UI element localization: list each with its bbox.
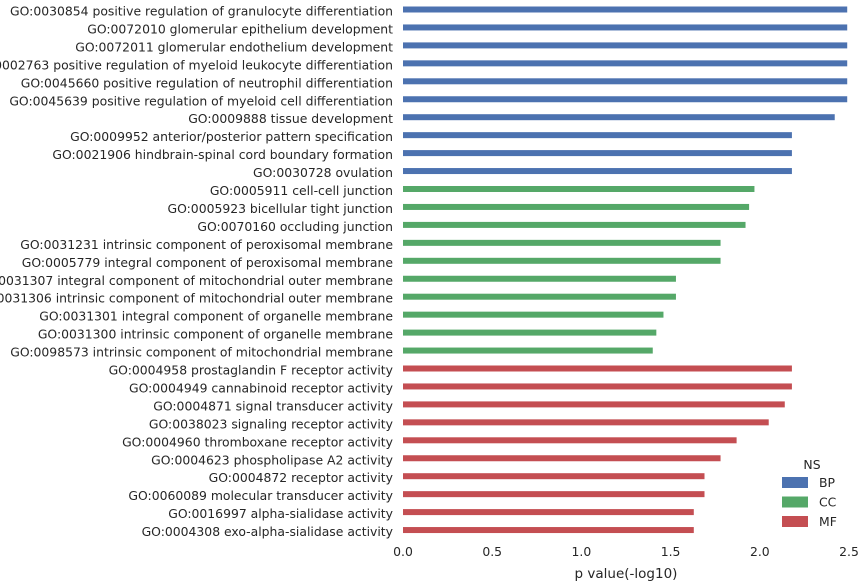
category-label: GO:0030728 ovulation: [253, 165, 393, 180]
x-tick-label: 1.5: [661, 544, 681, 559]
legend: NS BP CC MF: [782, 457, 837, 529]
bar-bp: [403, 24, 848, 31]
bars-group: [403, 6, 848, 534]
category-label: GO:0005911 cell-cell junction: [210, 183, 393, 198]
category-label: GO:0031300 intrinsic component of organe…: [38, 327, 393, 342]
legend-swatch-bp: [782, 477, 808, 488]
legend-title: NS: [803, 457, 820, 472]
bar-mf: [403, 365, 792, 372]
x-tick-label: 2.5: [839, 544, 859, 559]
category-label: GO:0031231 intrinsic component of peroxi…: [20, 237, 393, 252]
category-labels: GO:0030854 positive regulation of granul…: [0, 4, 393, 540]
bar-cc: [403, 311, 664, 318]
x-tick-label: 0.5: [482, 544, 502, 559]
bar-mf: [403, 437, 737, 444]
legend-swatch-mf: [782, 516, 808, 527]
category-label: GO:0016997 alpha-sialidase activity: [168, 506, 393, 521]
bar-bp: [403, 150, 792, 157]
bar-mf: [403, 491, 705, 498]
bar-cc: [403, 203, 750, 210]
category-label: GO:0031307 integral component of mitocho…: [0, 273, 393, 288]
category-label: GO:0004308 exo-alpha-sialidase activity: [142, 524, 393, 539]
bar-cc: [403, 186, 755, 192]
category-label: GO:0004871 signal transducer activity: [153, 398, 393, 413]
bar-cc: [403, 347, 653, 354]
bar-cc: [403, 257, 721, 264]
category-label: GO:0005923 bicellular tight junction: [168, 201, 394, 216]
category-label: GO:0038023 signaling receptor activity: [149, 416, 393, 431]
bar-mf: [403, 473, 705, 480]
bar-cc: [403, 221, 746, 228]
category-label: GO:0072011 glomerular endothelium develo…: [75, 39, 393, 54]
category-label: GO:0060089 molecular transducer activity: [128, 488, 393, 503]
legend-label-mf: MF: [819, 514, 837, 529]
legend-label-cc: CC: [819, 495, 836, 510]
category-label: GO:0045639 positive regulation of myeloi…: [9, 93, 393, 108]
x-axis-ticks: 0.0 0.5 1.0 1.5 2.0 2.5: [393, 544, 859, 559]
category-label: GO:0004872 receptor activity: [209, 470, 393, 485]
bar-cc: [403, 329, 657, 336]
category-label: GO:0005779 integral component of peroxis…: [22, 255, 393, 270]
bar-bp: [403, 168, 792, 175]
legend-label-bp: BP: [819, 475, 836, 490]
category-label: GO:0098573 intrinsic component of mitoch…: [10, 345, 393, 360]
bar-bp: [403, 132, 792, 139]
category-label: GO:0004949 cannabinoid receptor activity: [129, 380, 393, 395]
x-axis-title: p value(-log10): [575, 566, 678, 582]
category-label: GO:0021906 hindbrain-spinal cord boundar…: [52, 147, 393, 162]
bar-bp: [403, 114, 835, 121]
category-label: GO:0004623 phospholipase A2 activity: [151, 452, 393, 467]
category-label: GO:0009952 anterior/posterior pattern sp…: [70, 129, 393, 144]
category-label: GO:0072010 glomerular epithelium develop…: [87, 21, 393, 36]
bar-bp: [403, 78, 848, 85]
x-tick-label: 0.0: [393, 544, 413, 559]
bar-mf: [403, 455, 721, 462]
category-label: GO:0004960 thromboxane receptor activity: [122, 434, 393, 449]
category-label: GO:0009888 tissue development: [188, 111, 393, 126]
category-label: GO:0070160 occluding junction: [197, 219, 393, 234]
category-label: GO:0045660 positive regulation of neutro…: [21, 75, 393, 90]
bar-cc: [403, 275, 676, 282]
bar-bp: [403, 96, 848, 103]
category-label: GO:0030854 positive regulation of granul…: [10, 4, 393, 19]
bar-bp: [403, 42, 848, 49]
bar-mf: [403, 509, 694, 516]
bar-mf: [403, 527, 694, 534]
bar-mf: [403, 419, 769, 426]
legend-swatch-cc: [782, 496, 808, 508]
category-label: GO:0002763 positive regulation of myeloi…: [0, 57, 393, 72]
bar-cc: [403, 293, 676, 300]
bar-cc: [403, 239, 721, 246]
x-tick-label: 1.0: [572, 544, 592, 559]
category-label: GO:0004958 prostaglandin F receptor acti…: [109, 363, 393, 378]
bar-bp: [403, 6, 848, 13]
bar-bp: [403, 60, 848, 67]
bar-mf: [403, 401, 785, 408]
bar-mf: [403, 383, 792, 390]
category-label: GO:0031306 intrinsic component of mitoch…: [0, 291, 393, 306]
x-tick-label: 2.0: [750, 544, 770, 559]
category-label: GO:0031301 integral component of organel…: [39, 309, 393, 324]
